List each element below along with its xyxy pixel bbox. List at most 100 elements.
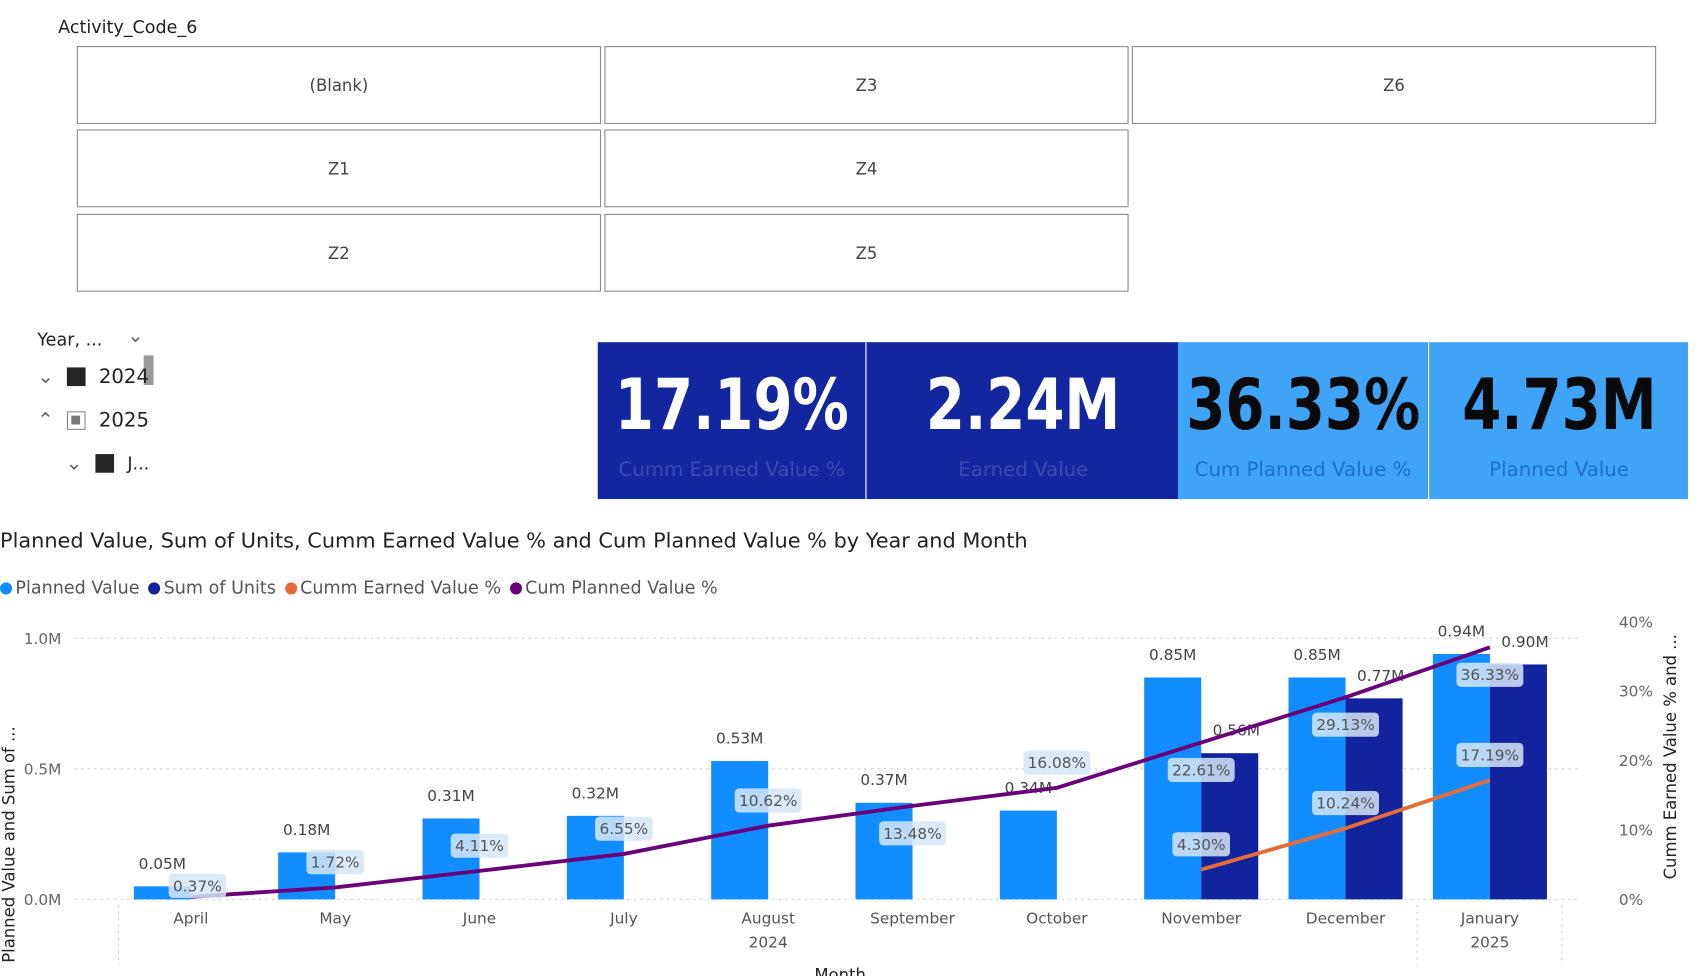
slicer-tile[interactable]: Z5 [604, 213, 1129, 292]
chevron-down-icon[interactable]: ⌄ [37, 365, 54, 389]
data-label: 0.53M [716, 729, 763, 747]
kpi-cumm-earned-value-pct: 17.19% Cumm Earned Value % [597, 342, 866, 500]
slicer-tile[interactable]: Z6 [1131, 46, 1657, 124]
data-label: 0.94M [1438, 622, 1485, 640]
kpi-value: 4.73M [1461, 365, 1657, 447]
checkbox-checked[interactable] [95, 454, 115, 473]
data-label: 0.85M [1149, 646, 1196, 664]
data-label: 36.33% [1461, 666, 1520, 684]
x-tick-label: October [1026, 910, 1088, 928]
kpi-label: Planned Value [1489, 458, 1629, 482]
data-label-bg [168, 873, 227, 898]
bar-planned-value [1432, 653, 1490, 900]
x-tick-label: August [741, 910, 795, 928]
legend-item-cumm-earned-value[interactable]: Cumm Earned Value % [284, 576, 502, 598]
data-label: 6.55% [599, 820, 648, 838]
x-tick-label: September [870, 910, 956, 928]
y-tick-label: 1.0M [24, 630, 62, 648]
activity-code-slicer-title: Activity_Code_6 [58, 16, 198, 38]
data-label: 4.11% [455, 837, 504, 855]
kpi-value: 17.19% [614, 365, 849, 447]
chevron-down-icon[interactable]: ⌄ [65, 451, 83, 475]
x-tick-label: April [173, 910, 208, 928]
slicer-tile[interactable]: (Blank) [76, 46, 602, 124]
year-slicer-title: Year, ... [37, 329, 103, 350]
checkbox-partial[interactable] [67, 411, 86, 430]
data-label: 0.37% [173, 877, 222, 895]
x-tick-label: May [319, 910, 351, 928]
legend-dot-icon [148, 582, 161, 595]
y2-tick-label: 20% [1619, 752, 1653, 770]
slicer-tile[interactable]: Z4 [604, 129, 1129, 208]
tree-item-label: 2024 [98, 365, 150, 389]
data-label-bg [306, 850, 364, 875]
tree-item-2025[interactable]: ⌃ 2025 [37, 409, 149, 432]
legend-label: Cum Planned Value % [525, 576, 718, 598]
x-tick-label: December [1306, 910, 1386, 928]
data-label-bg [1312, 791, 1380, 816]
y-axis-title: Planned Value and Sum of ... [0, 726, 18, 963]
kpi-label: Cum Planned Value % [1194, 458, 1412, 482]
y-tick-label: 0.0M [24, 891, 62, 909]
data-label-bg [1167, 757, 1235, 783]
tree-item-label: J... [127, 452, 150, 474]
year-label: 2025 [1470, 934, 1509, 952]
tree-item-january[interactable]: ⌄ J... [66, 452, 149, 475]
y2-tick-label: 0% [1619, 891, 1643, 909]
chevron-down-icon[interactable]: ⌄ [127, 324, 144, 348]
legend-label: Planned Value [15, 576, 140, 598]
legend-item-planned-value[interactable]: Planned Value [0, 577, 140, 598]
combo-chart: 0.0M 0.5M 1.0M 0% 10% 20% 30% 40% Planned Value … [0, 613, 1680, 976]
data-label: 0.18M [283, 821, 330, 839]
data-label: 16.08% [1028, 754, 1087, 772]
slicer-tile[interactable]: Z2 [76, 213, 602, 292]
data-label: 17.19% [1461, 746, 1520, 764]
data-label: 1.72% [311, 854, 360, 872]
data-label: 0.90M [1501, 633, 1548, 651]
data-label-bg [1023, 750, 1091, 775]
legend-item-cum-planned-value[interactable]: Cum Planned Value % [509, 576, 718, 598]
data-label-bg [450, 833, 509, 858]
x-tick-label: January [1460, 910, 1519, 928]
data-label: 0.85M [1293, 646, 1340, 664]
data-label-bg [1456, 742, 1524, 767]
tree-item-label: 2025 [98, 409, 150, 433]
tree-item-2024[interactable]: ⌄ 2024 [37, 365, 149, 388]
data-label-bg [1312, 712, 1380, 737]
kpi-earned-value: 2.24M Earned Value [866, 342, 1180, 500]
data-label-bg [879, 821, 946, 846]
chevron-up-icon[interactable]: ⌃ [37, 409, 54, 433]
slicer-tile[interactable]: Z1 [76, 129, 602, 208]
y2-tick-label: 40% [1619, 613, 1653, 631]
data-label: 0.77M [1357, 667, 1404, 685]
legend-label: Sum of Units [163, 576, 276, 598]
kpi-planned-value: 4.73M Planned Value [1429, 342, 1688, 500]
data-label: 29.13% [1316, 716, 1375, 734]
bar-sum-of-units [1489, 664, 1547, 900]
checkbox-checked[interactable] [67, 367, 86, 387]
data-label: 0.37M [860, 771, 907, 789]
kpi-label: Cumm Earned Value % [618, 458, 845, 482]
line-cumm-earned-value [1200, 778, 1491, 872]
x-tick-label: November [1161, 910, 1242, 928]
x-tick-label: June [462, 910, 496, 928]
bar-planned-value [422, 818, 480, 900]
slicer-tile[interactable]: Z3 [604, 46, 1129, 124]
legend-item-sum-of-units[interactable]: Sum of Units [148, 577, 276, 598]
kpi-value: 36.33% [1186, 365, 1420, 447]
legend-label: Cumm Earned Value % [300, 576, 502, 598]
scrollbar[interactable] [143, 355, 154, 385]
chart-legend: Planned Value Sum of Units Cumm Earned V… [0, 577, 718, 598]
data-label: 0.31M [427, 787, 474, 805]
legend-dot-icon [284, 582, 297, 595]
data-label-bg [1172, 832, 1231, 857]
year-label: 2024 [749, 934, 788, 952]
bar-planned-value [1144, 677, 1202, 900]
data-label: 0.32M [572, 784, 619, 802]
legend-dot-icon [0, 582, 13, 595]
data-label: 4.30% [1177, 836, 1226, 854]
data-label: 0.05M [139, 855, 186, 873]
data-label: 22.61% [1172, 761, 1231, 779]
y2-axis-title: Cumm Earned Value % and ... [1661, 634, 1680, 879]
kpi-cum-planned-value-pct: 36.33% Cum Planned Value % [1177, 342, 1429, 500]
